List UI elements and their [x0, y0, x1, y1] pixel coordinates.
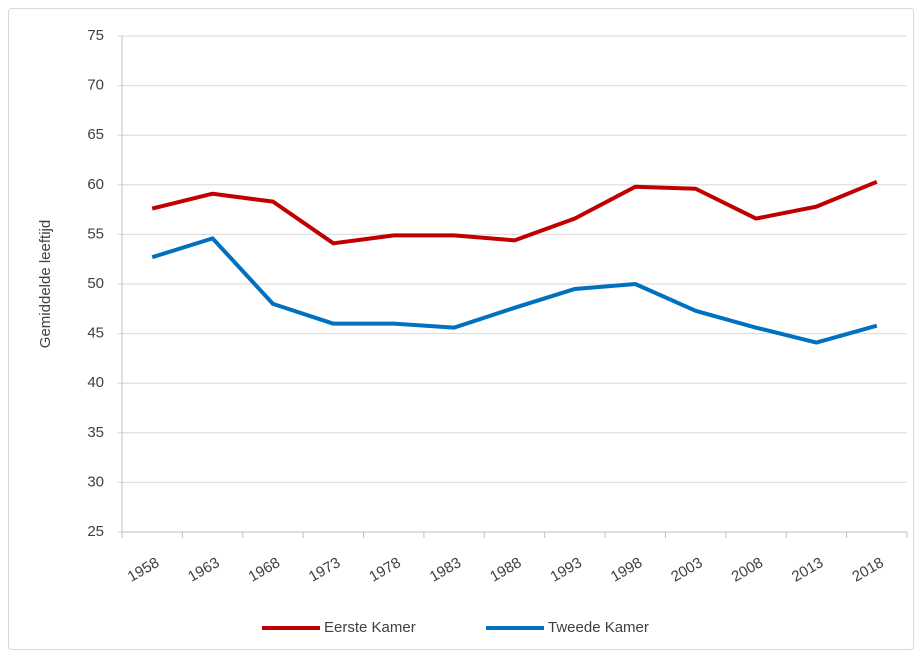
y-tick-label: 50 — [87, 275, 104, 292]
series-line — [151, 236, 878, 345]
y-tick-label: 45 — [87, 325, 104, 342]
y-tick-label: 70 — [87, 77, 104, 94]
y-tick-label: 55 — [87, 225, 104, 242]
legend-label: Eerste Kamer — [324, 619, 416, 636]
chart-frame — [8, 8, 914, 650]
series-line — [151, 179, 878, 246]
y-tick-label: 60 — [87, 176, 104, 193]
y-axis-label: Gemiddelde leeftijd — [37, 220, 54, 348]
y-tick-label: 35 — [87, 424, 104, 441]
legend-label: Tweede Kamer — [548, 619, 649, 636]
y-tick-label: 75 — [87, 27, 104, 44]
y-tick-label: 25 — [87, 523, 104, 540]
y-tick-label: 40 — [87, 374, 104, 391]
y-tick-label: 65 — [87, 126, 104, 143]
y-tick-label: 30 — [87, 473, 104, 490]
